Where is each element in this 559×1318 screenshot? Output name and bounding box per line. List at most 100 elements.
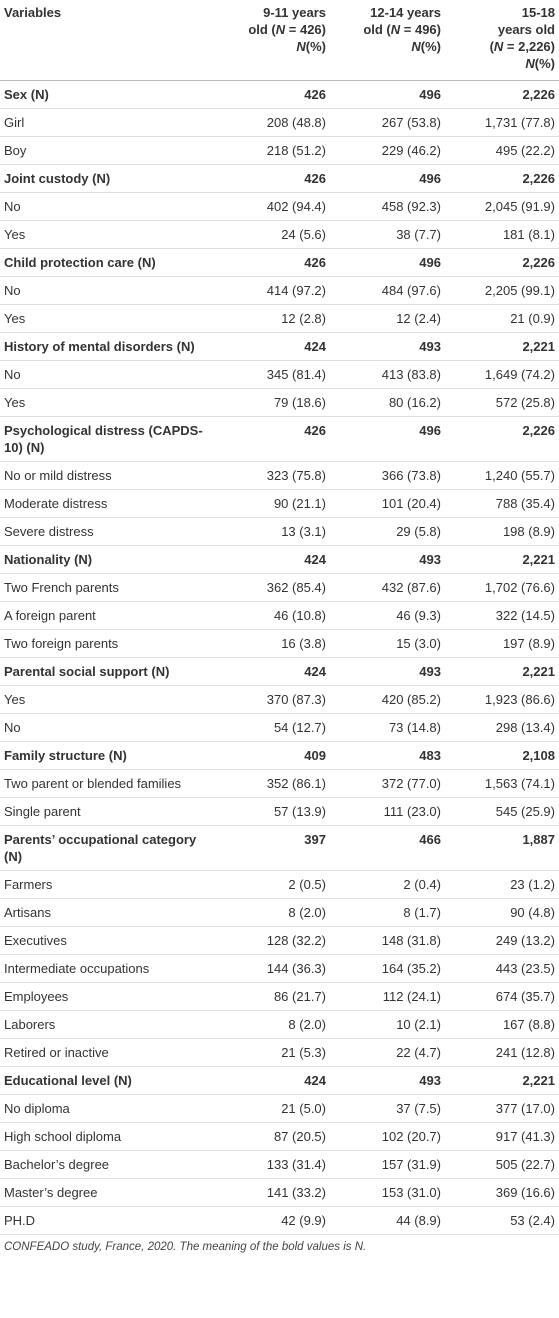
header-cell: 15-18 years old (N = 2,226) N(%) bbox=[445, 0, 559, 81]
header-row: Variables 9-11 years old (N = 426) N(%) 12-1… bbox=[0, 0, 559, 81]
section-row: Educational level (N) 424 493 2,221 bbox=[0, 1066, 559, 1095]
cell-value: 426 bbox=[215, 80, 330, 109]
data-table: Variables 9-11 years old (N = 426) N(%) 12-1… bbox=[0, 0, 559, 1235]
row-label: Laborers bbox=[0, 1010, 215, 1039]
cell-value: 267 (53.8) bbox=[330, 108, 445, 137]
cell-value: 424 bbox=[215, 545, 330, 574]
cell-value: 674 (35.7) bbox=[445, 982, 559, 1011]
row-label: Yes bbox=[0, 388, 215, 417]
cell-value: 413 (83.8) bbox=[330, 360, 445, 389]
cell-value: 111 (23.0) bbox=[330, 797, 445, 826]
data-row: Master’s degree 141 (33.2) 153 (31.0) 369 (… bbox=[0, 1178, 559, 1207]
row-label: Girl bbox=[0, 108, 215, 137]
cell-value: 362 (85.4) bbox=[215, 573, 330, 602]
cell-value: 788 (35.4) bbox=[445, 489, 559, 518]
cell-value: 90 (4.8) bbox=[445, 898, 559, 927]
header-text: (%) bbox=[534, 56, 555, 71]
cell-value: 13 (3.1) bbox=[215, 517, 330, 546]
data-row: Two French parents 362 (85.4) 432 (87.6) 1,… bbox=[0, 573, 559, 602]
row-label: Farmers bbox=[0, 870, 215, 899]
row-label: Psychological distress (CAPDS-10) (N) bbox=[0, 416, 215, 462]
data-row: Artisans 8 (2.0) 8 (1.7) 90 (4.8) bbox=[0, 898, 559, 927]
header-text: N bbox=[525, 56, 535, 71]
row-label: No bbox=[0, 360, 215, 389]
cell-value: 164 (35.2) bbox=[330, 954, 445, 983]
cell-value: 1,923 (86.6) bbox=[445, 685, 559, 714]
header-text: years old bbox=[497, 22, 555, 37]
data-row: Yes 79 (18.6) 80 (16.2) 572 (25.8) bbox=[0, 388, 559, 417]
cell-value: 153 (31.0) bbox=[330, 1178, 445, 1207]
header-line: N(%) bbox=[334, 38, 441, 55]
cell-value: 426 bbox=[215, 416, 330, 462]
row-label: Executives bbox=[0, 926, 215, 955]
cell-value: 1,649 (74.2) bbox=[445, 360, 559, 389]
footnote: CONFEADO study, France, 2020. The meanin… bbox=[4, 1241, 367, 1253]
cell-value: 483 bbox=[330, 741, 445, 770]
cell-value: 144 (36.3) bbox=[215, 954, 330, 983]
cell-value: 2 (0.4) bbox=[330, 870, 445, 899]
row-label: History of mental disorders (N) bbox=[0, 332, 215, 361]
cell-value: 15 (3.0) bbox=[330, 629, 445, 658]
header-text: = 2,226) bbox=[503, 39, 555, 54]
section-row: Child protection care (N) 426 496 2,226 bbox=[0, 248, 559, 277]
data-row: Employees 86 (21.7) 112 (24.1) 674 (35.7) bbox=[0, 982, 559, 1011]
row-label: Yes bbox=[0, 304, 215, 333]
row-label: Moderate distress bbox=[0, 489, 215, 518]
header-text: N bbox=[296, 39, 306, 54]
cell-value: 1,731 (77.8) bbox=[445, 108, 559, 137]
header-text: N bbox=[390, 22, 401, 37]
header-line: N(%) bbox=[219, 38, 326, 55]
cell-value: 79 (18.6) bbox=[215, 388, 330, 417]
cell-value: 2,108 bbox=[445, 741, 559, 770]
data-row: Two foreign parents 16 (3.8) 15 (3.0) 197 (… bbox=[0, 629, 559, 658]
row-label: Two parent or blended families bbox=[0, 769, 215, 798]
header-line: (N = 2,226) bbox=[449, 38, 555, 55]
cell-value: 2,226 bbox=[445, 416, 559, 462]
data-row: Retired or inactive 21 (5.3) 22 (4.7) 241 (… bbox=[0, 1038, 559, 1067]
row-label: Bachelor’s degree bbox=[0, 1150, 215, 1179]
row-label: No bbox=[0, 192, 215, 221]
data-row: A foreign parent 46 (10.8) 46 (9.3) 322 (14… bbox=[0, 601, 559, 630]
cell-value: 141 (33.2) bbox=[215, 1178, 330, 1207]
data-row: Moderate distress 90 (21.1) 101 (20.4) 788 … bbox=[0, 489, 559, 518]
cell-value: 370 (87.3) bbox=[215, 685, 330, 714]
row-label: Yes bbox=[0, 685, 215, 714]
cell-value: 101 (20.4) bbox=[330, 489, 445, 518]
row-label: Employees bbox=[0, 982, 215, 1011]
cell-value: 167 (8.8) bbox=[445, 1010, 559, 1039]
cell-value: 572 (25.8) bbox=[445, 388, 559, 417]
cell-value: 42 (9.9) bbox=[215, 1206, 330, 1235]
cell-value: 420 (85.2) bbox=[330, 685, 445, 714]
data-row: No 54 (12.7) 73 (14.8) 298 (13.4) bbox=[0, 713, 559, 742]
cell-value: 366 (73.8) bbox=[330, 461, 445, 490]
cell-value: 128 (32.2) bbox=[215, 926, 330, 955]
cell-value: 917 (41.3) bbox=[445, 1122, 559, 1151]
row-label: Nationality (N) bbox=[0, 545, 215, 574]
cell-value: 495 (22.2) bbox=[445, 136, 559, 165]
cell-value: 80 (16.2) bbox=[330, 388, 445, 417]
cell-value: 2,205 (99.1) bbox=[445, 276, 559, 305]
cell-value: 1,887 bbox=[445, 825, 559, 871]
cell-value: 208 (48.8) bbox=[215, 108, 330, 137]
section-row: Parental social support (N) 424 493 2,221 bbox=[0, 657, 559, 686]
header-line: 12-14 years bbox=[334, 4, 441, 21]
row-label: Educational level (N) bbox=[0, 1066, 215, 1095]
cell-value: 443 (23.5) bbox=[445, 954, 559, 983]
data-row: Boy 218 (51.2) 229 (46.2) 495 (22.2) bbox=[0, 136, 559, 165]
row-label: Sex (N) bbox=[0, 80, 215, 109]
cell-value: 496 bbox=[330, 248, 445, 277]
section-row: Family structure (N) 409 483 2,108 bbox=[0, 741, 559, 770]
cell-value: 46 (10.8) bbox=[215, 601, 330, 630]
cell-value: 112 (24.1) bbox=[330, 982, 445, 1011]
section-row: Joint custody (N) 426 496 2,226 bbox=[0, 164, 559, 193]
cell-value: 1,240 (55.7) bbox=[445, 461, 559, 490]
header-line: 15-18 bbox=[449, 4, 555, 21]
cell-value: 409 bbox=[215, 741, 330, 770]
row-label: Intermediate occupations bbox=[0, 954, 215, 983]
data-row: PH.D 42 (9.9) 44 (8.9) 53 (2.4) bbox=[0, 1206, 559, 1235]
cell-value: 496 bbox=[330, 80, 445, 109]
cell-value: 397 bbox=[215, 825, 330, 871]
cell-value: 426 bbox=[215, 248, 330, 277]
row-label: No bbox=[0, 276, 215, 305]
